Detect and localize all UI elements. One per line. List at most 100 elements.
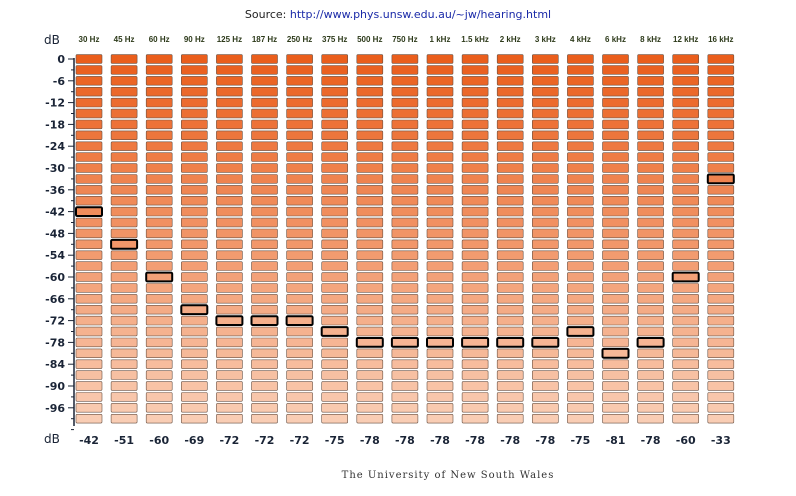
level-cell[interactable] — [531, 359, 559, 369]
level-cell[interactable] — [321, 152, 349, 162]
level-cell[interactable] — [110, 97, 138, 108]
level-cell[interactable] — [145, 206, 173, 217]
level-cell[interactable] — [321, 250, 349, 260]
level-cell[interactable] — [531, 261, 559, 271]
level-cell[interactable] — [672, 217, 700, 228]
level-cell[interactable] — [75, 261, 103, 271]
level-cell[interactable] — [426, 381, 454, 391]
level-cell[interactable] — [75, 304, 103, 315]
level-cell[interactable] — [110, 348, 138, 358]
level-cell[interactable] — [602, 54, 629, 64]
level-cell[interactable] — [321, 337, 349, 348]
level-cell[interactable] — [216, 294, 243, 304]
level-cell[interactable] — [461, 217, 489, 228]
level-cell[interactable] — [672, 381, 700, 391]
level-cell[interactable] — [461, 381, 489, 391]
level-cell[interactable] — [707, 294, 735, 304]
level-cell[interactable] — [602, 250, 629, 260]
level-cell[interactable] — [637, 152, 664, 162]
level-cell[interactable] — [707, 381, 735, 391]
level-cell[interactable] — [75, 174, 103, 184]
level-cell[interactable] — [461, 359, 489, 369]
level-cell[interactable] — [567, 304, 594, 315]
level-cell[interactable] — [707, 348, 735, 358]
level-cell[interactable] — [637, 239, 664, 249]
level-cell[interactable] — [286, 87, 313, 97]
level-cell[interactable] — [75, 228, 103, 239]
level-cell[interactable] — [637, 272, 664, 282]
level-cell[interactable] — [145, 337, 173, 348]
level-cell[interactable] — [567, 359, 594, 369]
level-cell[interactable] — [672, 370, 700, 380]
level-cell[interactable] — [356, 283, 384, 293]
level-cell[interactable] — [426, 87, 454, 97]
level-cell[interactable] — [251, 304, 278, 315]
level-cell[interactable] — [216, 403, 243, 413]
level-cell[interactable] — [145, 196, 173, 206]
level-cell[interactable] — [602, 272, 629, 282]
level-cell[interactable] — [531, 174, 559, 184]
level-cell[interactable] — [567, 108, 594, 119]
level-cell[interactable] — [145, 228, 173, 239]
level-cell[interactable] — [602, 239, 629, 249]
level-cell[interactable] — [251, 370, 278, 380]
level-cell[interactable] — [110, 174, 138, 184]
threshold-cell-selected[interactable] — [496, 337, 525, 348]
level-cell[interactable] — [531, 119, 559, 130]
level-cell[interactable] — [356, 370, 384, 380]
level-cell[interactable] — [181, 315, 208, 326]
threshold-cell-selected[interactable] — [390, 337, 419, 348]
level-cell[interactable] — [145, 403, 173, 413]
level-cell[interactable] — [110, 403, 138, 413]
level-cell[interactable] — [707, 196, 735, 206]
level-cell[interactable] — [426, 403, 454, 413]
level-cell[interactable] — [356, 359, 384, 369]
level-cell[interactable] — [426, 392, 454, 402]
level-cell[interactable] — [110, 108, 138, 119]
level-cell[interactable] — [321, 381, 349, 391]
level-cell[interactable] — [75, 97, 103, 108]
level-cell[interactable] — [461, 108, 489, 119]
level-cell[interactable] — [637, 381, 664, 391]
level-cell[interactable] — [461, 392, 489, 402]
level-cell[interactable] — [321, 119, 349, 130]
level-cell[interactable] — [426, 76, 454, 86]
level-cell[interactable] — [672, 337, 700, 348]
level-cell[interactable] — [286, 54, 313, 64]
level-cell[interactable] — [321, 217, 349, 228]
level-cell[interactable] — [567, 239, 594, 249]
level-cell[interactable] — [637, 348, 664, 358]
level-cell[interactable] — [531, 130, 559, 140]
level-cell[interactable] — [356, 130, 384, 140]
level-cell[interactable] — [461, 152, 489, 162]
level-cell[interactable] — [356, 250, 384, 260]
level-cell[interactable] — [496, 196, 524, 206]
level-cell[interactable] — [496, 370, 524, 380]
level-cell[interactable] — [321, 108, 349, 119]
level-cell[interactable] — [672, 108, 700, 119]
level-cell[interactable] — [356, 196, 384, 206]
level-cell[interactable] — [181, 326, 208, 337]
level-cell[interactable] — [567, 76, 594, 86]
level-cell[interactable] — [707, 250, 735, 260]
level-cell[interactable] — [496, 163, 524, 173]
level-cell[interactable] — [567, 185, 594, 195]
level-cell[interactable] — [110, 315, 138, 326]
level-cell[interactable] — [356, 348, 384, 358]
level-cell[interactable] — [251, 141, 278, 151]
level-cell[interactable] — [356, 97, 384, 108]
level-cell[interactable] — [672, 250, 700, 260]
level-cell[interactable] — [286, 206, 313, 217]
level-cell[interactable] — [286, 163, 313, 173]
level-cell[interactable] — [496, 119, 524, 130]
level-cell[interactable] — [672, 87, 700, 97]
level-cell[interactable] — [426, 239, 454, 249]
level-cell[interactable] — [707, 413, 735, 424]
level-cell[interactable] — [672, 76, 700, 86]
level-cell[interactable] — [251, 196, 278, 206]
level-cell[interactable] — [567, 152, 594, 162]
level-cell[interactable] — [110, 206, 138, 217]
level-cell[interactable] — [391, 87, 419, 97]
threshold-cell-selected[interactable] — [566, 326, 595, 337]
level-cell[interactable] — [461, 130, 489, 140]
